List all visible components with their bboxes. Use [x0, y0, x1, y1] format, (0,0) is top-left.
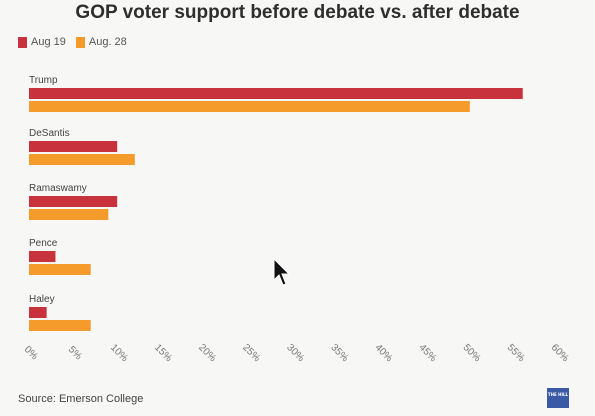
legend: Aug 19 Aug. 28: [18, 36, 137, 48]
x-tick-label: 0%: [22, 344, 40, 362]
legend-item-aug19: Aug 19: [18, 36, 66, 48]
category-label-ramaswamy: Ramaswamy: [29, 183, 87, 194]
legend-label-aug19: Aug 19: [31, 36, 66, 48]
x-tick-label: 25%: [240, 342, 262, 364]
bar-haley-series-1: [29, 320, 91, 331]
x-tick-label: 5%: [66, 344, 84, 362]
source-note: Source: Emerson College: [18, 393, 144, 405]
mouse-pointer-icon: [273, 258, 291, 286]
legend-item-aug28: Aug. 28: [75, 36, 127, 48]
category-label-trump: Trump: [29, 75, 58, 86]
x-tick-label: 45%: [417, 342, 439, 364]
bar-ramaswamy-series-1: [29, 209, 109, 220]
x-tick-label: 40%: [372, 342, 394, 364]
x-tick-label: 10%: [108, 342, 130, 364]
category-label-pence: Pence: [29, 238, 58, 249]
legend-swatch-aug19: [18, 36, 27, 48]
bar-trump-series-0: [29, 88, 523, 99]
x-tick-label: 20%: [196, 342, 218, 364]
category-label-haley: Haley: [29, 294, 55, 305]
legend-swatch-aug28: [75, 36, 85, 48]
bar-desantis-series-0: [29, 141, 118, 152]
bar-desantis-series-1: [29, 154, 135, 165]
chart-title: GOP voter support before debate vs. afte…: [75, 2, 520, 23]
bar-pence-series-0: [29, 251, 56, 262]
x-tick-label: 35%: [328, 342, 350, 364]
category-label-desantis: DeSantis: [29, 128, 70, 139]
x-tick-label: 30%: [284, 342, 306, 364]
bar-ramaswamy-series-0: [29, 196, 118, 207]
publisher-logo: THE HILL: [547, 388, 569, 408]
bar-pence-series-1: [29, 264, 91, 275]
x-tick-label: 55%: [505, 342, 527, 364]
x-tick-label: 50%: [461, 342, 483, 364]
x-tick-label: 15%: [152, 342, 174, 364]
legend-label-aug28: Aug. 28: [88, 36, 127, 48]
bar-haley-series-0: [29, 307, 47, 318]
x-tick-label: 60%: [549, 342, 571, 364]
bar-trump-series-1: [29, 101, 470, 112]
